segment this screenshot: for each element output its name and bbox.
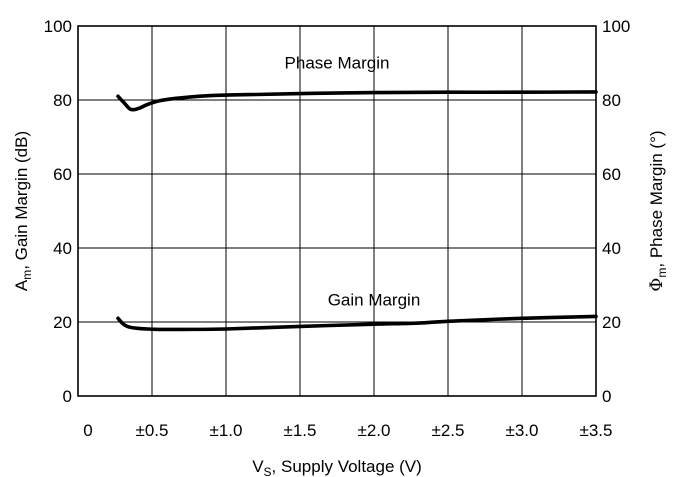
y-axis-left-label-sub: m — [20, 270, 34, 280]
y-axis-right-label-sub: m — [655, 268, 669, 278]
series-line-gain-margin — [116, 314, 598, 332]
x-axis-label-suffix: , Supply Voltage (V) — [272, 457, 422, 476]
y-tick-label-left: 80 — [53, 91, 72, 110]
series-curves — [116, 90, 598, 332]
y-tick-label-left: 0 — [63, 387, 72, 406]
x-axis-label: VS, Supply Voltage (V) — [252, 457, 422, 477]
y-axis-left-label-suffix: , Gain Margin (dB) — [12, 131, 31, 270]
y-axis-right-label-prefix: Φ — [647, 278, 667, 292]
y-axis-left-label: Am, Gain Margin (dB) — [12, 131, 34, 291]
x-tick-label: ±3.5 — [580, 421, 613, 440]
x-tick-label: ±0.5 — [136, 421, 169, 440]
y-tick-label-right: 20 — [602, 313, 621, 332]
y-tick-label-right: 0 — [602, 387, 611, 406]
y-axis-left-label-prefix: A — [12, 279, 31, 291]
x-tick-label: ±3.0 — [506, 421, 539, 440]
y-axis-right-label: Φm, Phase Margin (°) — [647, 130, 669, 291]
x-tick-label: ±2.0 — [358, 421, 391, 440]
y-axis-right-label-suffix: , Phase Margin (°) — [647, 130, 666, 267]
x-axis-label-sub: S — [264, 465, 272, 477]
y-tick-label-right: 80 — [602, 91, 621, 110]
y-tick-label-right: 40 — [602, 239, 621, 258]
y-tick-label-left: 40 — [53, 239, 72, 258]
series-label-gain-margin: Gain Margin — [328, 290, 421, 309]
plot-frame — [77, 25, 597, 397]
x-tick-label: ±1.5 — [284, 421, 317, 440]
y-tick-label-left: 20 — [53, 313, 72, 332]
series-line-phase-margin — [116, 90, 598, 112]
y-tick-label-right: 60 — [602, 165, 621, 184]
y-tick-label-left: 60 — [53, 165, 72, 184]
y-tick-label-left: 100 — [44, 17, 72, 36]
grid-lines — [78, 26, 596, 396]
x-tick-label: 0 — [83, 421, 92, 440]
x-tick-label: ±1.0 — [210, 421, 243, 440]
x-tick-label: ±2.5 — [432, 421, 465, 440]
y-tick-label-right: 100 — [602, 17, 630, 36]
series-label-phase-margin: Phase Margin — [285, 54, 390, 73]
x-axis-label-prefix: V — [252, 457, 264, 476]
